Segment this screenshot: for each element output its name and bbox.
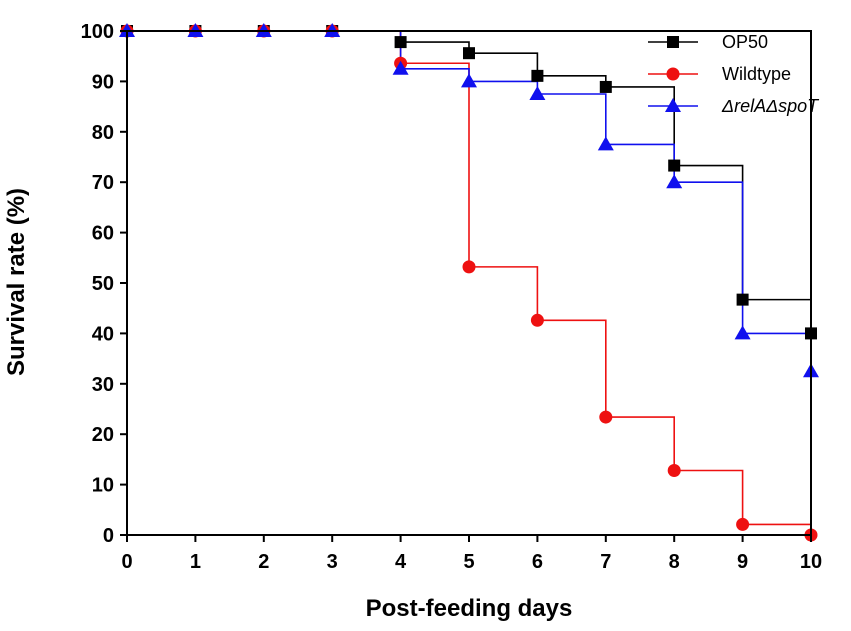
x-tick-label: 9 [737,551,748,573]
legend-marker [667,36,679,48]
op50-point [736,293,749,306]
x-tick-label: 1 [190,551,201,573]
legend-marker [665,98,681,112]
rela-spot-point [529,86,546,100]
legend-item-rela-spot: ΔrelAΔspoT [648,96,820,116]
x-tick-label: 7 [600,551,611,573]
legend-label: OP50 [722,32,768,52]
op50-point [668,159,681,172]
y-tick-label: 60 [92,223,114,245]
wildtype-point [462,260,476,274]
y-axis-title: Survival rate (%) [3,188,30,376]
legend: OP50 Wildtype ΔrelAΔspoT [648,32,820,116]
y-tick-label: 20 [92,424,114,446]
rela-spot-point [597,136,614,151]
y-tick-label: 70 [92,172,114,194]
wildtype-line [127,30,812,535]
y-tick-label: 40 [92,323,114,345]
wildtype-point [530,313,544,327]
wildtype-point [736,517,750,531]
y-tick-label: 10 [92,475,114,497]
y-tick-label: 80 [92,122,114,144]
x-tick-label: 0 [121,551,132,573]
x-axis-title: Post-feeding days [366,595,573,622]
x-tick-label: 10 [800,551,822,573]
rela-spot-point [734,325,751,340]
x-tick-label: 4 [395,551,407,573]
x-tick-label: 5 [463,551,474,573]
op50-point [599,80,612,93]
legend-label: ΔrelAΔspoT [721,96,820,116]
wildtype-point [599,410,613,424]
op50-point [394,36,407,49]
legend-item-wildtype: Wildtype [648,64,791,84]
legend-marker [666,67,680,81]
x-tick-label: 8 [669,551,680,573]
legend-label: Wildtype [722,64,791,84]
y-tick-label: 50 [92,273,114,295]
x-tick-label: 6 [532,551,543,573]
rela-spot-point [666,174,683,189]
x-tick-label: 2 [258,551,269,573]
y-tick-label: 100 [81,21,114,43]
rela-spot-point [461,73,477,88]
op50-point [531,69,544,82]
x-tick-label: 3 [327,551,338,573]
wildtype-point [667,463,681,477]
op50-point [463,47,475,60]
y-tick-label: 90 [92,71,114,93]
y-tick-label: 30 [92,374,114,396]
series-layer [127,30,812,535]
y-tick-label: 0 [103,525,114,547]
legend-item-op50: OP50 [648,32,768,52]
rela-spot-point [392,60,409,75]
